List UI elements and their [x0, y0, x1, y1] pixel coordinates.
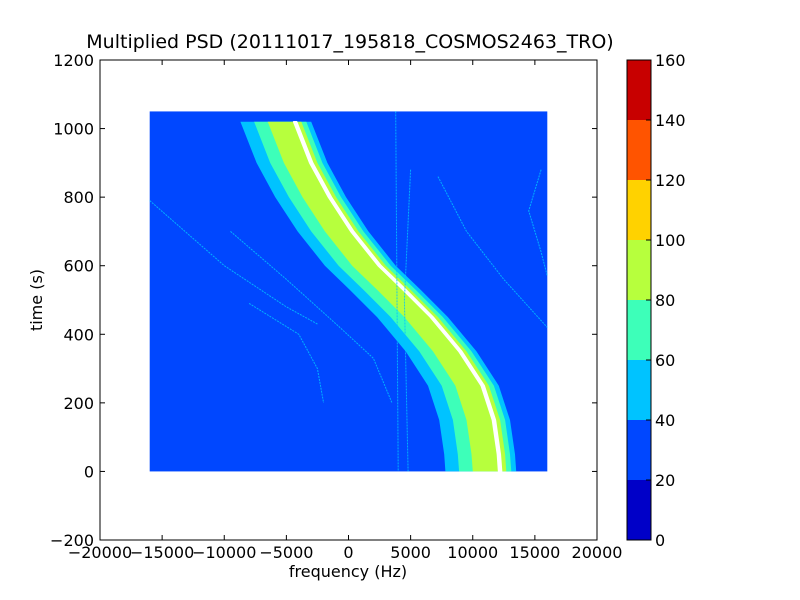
colorbar-tick-label-3: 60 — [655, 351, 675, 370]
colorbar: 0 20 40 60 80 100 120 140 160 — [626, 51, 686, 550]
y-tick-label-6: 1000 — [53, 120, 94, 139]
colorbar-tick-label-0: 0 — [655, 531, 665, 550]
faint-trace-5 — [395, 111, 399, 472]
y-tick-label-5: 800 — [63, 188, 94, 207]
colorbar-tick-label-5: 100 — [655, 231, 686, 250]
x-tick-label-5: 5000 — [390, 543, 431, 562]
y-tick-label-2: 200 — [63, 394, 94, 413]
x-axis-label: frequency (Hz) — [289, 562, 407, 581]
colorbar-segment-0 — [627, 480, 651, 540]
colorbar-segment-4 — [627, 240, 651, 300]
trace-band-90 — [267, 121, 507, 472]
faint-trace-2 — [248, 302, 325, 403]
trace-band-150 — [292, 120, 503, 473]
y-tick-label-7: 1200 — [53, 51, 94, 70]
colorbar-segment-3 — [627, 300, 651, 360]
colorbar-tick-label-6: 120 — [655, 171, 686, 190]
x-tick-label-0: −20000 — [68, 543, 132, 562]
colorbar-tick-label-1: 20 — [655, 471, 675, 490]
colorbar-segment-7 — [627, 60, 651, 120]
colorbar-tick-label-2: 40 — [655, 411, 675, 430]
faint-trace-1 — [230, 231, 393, 404]
x-tick-label-4: 0 — [343, 543, 353, 562]
plot-area — [149, 111, 548, 473]
y-tick-label-4: 600 — [63, 257, 94, 276]
y-tick-label-0: −200 — [50, 531, 94, 550]
y-tick-label-1: 0 — [84, 462, 94, 481]
colorbar-segment-2 — [627, 360, 651, 420]
x-tick-label-1: −15000 — [130, 543, 194, 562]
faint-trace-3 — [437, 176, 548, 328]
faint-trace-6 — [403, 169, 412, 472]
axes: −20000−15000−10000 −5000 0 5000 10000 15000 20… — [50, 51, 622, 562]
colorbar-tick-label-8: 160 — [655, 51, 686, 70]
colorbar-segment-1 — [627, 420, 651, 480]
x-tick-label-8: 20000 — [572, 543, 623, 562]
colorbar-segment-6 — [627, 120, 651, 180]
x-tick-label-7: 15000 — [509, 543, 560, 562]
colorbar-segment-5 — [627, 180, 651, 240]
colorbar-tick-label-7: 140 — [655, 111, 686, 130]
y-tick-label-3: 400 — [63, 325, 94, 344]
x-tick-label-2: −10000 — [192, 543, 256, 562]
x-tick-label-3: −5000 — [259, 543, 313, 562]
faint-trace-0 — [149, 200, 318, 325]
y-axis-label: time (s) — [27, 269, 46, 331]
faint-trace-4 — [528, 169, 548, 277]
x-tick-label-6: 10000 — [447, 543, 498, 562]
colorbar-tick-label-4: 80 — [655, 291, 675, 310]
chart-title: Multiplied PSD (20111017_195818_COSMOS24… — [86, 31, 613, 53]
